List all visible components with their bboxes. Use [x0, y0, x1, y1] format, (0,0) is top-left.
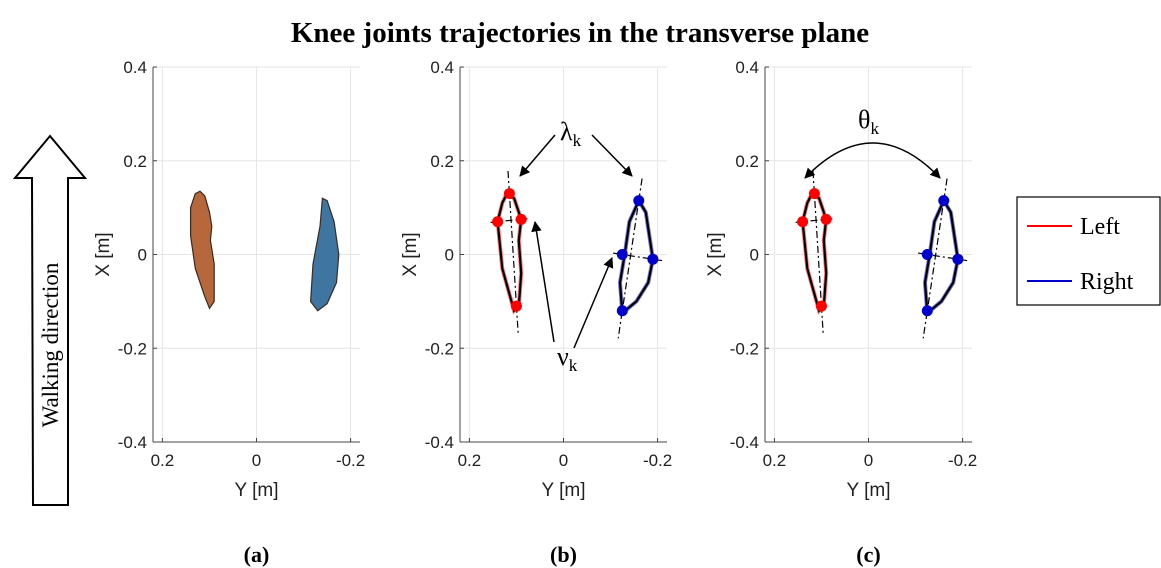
x-axis-label: Y [m]	[542, 480, 586, 501]
marker-left	[492, 216, 504, 228]
x-axis-label: Y [m]	[235, 480, 279, 501]
panel-2: 0.40.20-0.2-0.40.2 0 -0.2Y [m]X [m](b)	[400, 58, 672, 567]
y-tick-label: -0.2	[730, 339, 759, 358]
figure-title: Knee joints trajectories in the transver…	[291, 17, 869, 49]
marker-left	[797, 216, 809, 228]
y-tick-label: 0	[750, 246, 759, 265]
marker-right	[952, 253, 964, 265]
y-tick-label: 0.2	[430, 152, 454, 171]
panel-1: 0.40.20-0.2-0.40.2 0 -0.2Y [m]X [m](a)	[93, 58, 365, 567]
y-axis-label: X [m]	[705, 232, 726, 276]
marker-right	[616, 305, 628, 317]
legend-box	[1016, 196, 1161, 306]
y-tick-label: 0.4	[123, 58, 147, 77]
nu-arrow-right	[573, 257, 614, 349]
panel-label: (c)	[856, 542, 880, 567]
legend: Left Right	[1016, 196, 1161, 306]
trajectory-mean-right	[923, 198, 960, 316]
nu-label: νk	[557, 342, 578, 375]
y-tick-label: 0.4	[430, 58, 454, 77]
y-tick-label: -0.4	[730, 433, 759, 452]
x-tick-label: -0.2	[336, 451, 365, 470]
lambda-arrow-left	[519, 134, 556, 177]
x-axis-label: Y [m]	[847, 480, 891, 501]
panel-label: (a)	[244, 542, 270, 567]
panel-label: (b)	[550, 542, 577, 567]
y-tick-label: -0.4	[118, 433, 147, 452]
trajectory-right	[309, 197, 340, 312]
marker-left	[808, 188, 820, 200]
lambda-arrow-right	[591, 134, 633, 177]
y-tick-label: -0.2	[118, 339, 147, 358]
y-tick-label: 0.2	[735, 152, 759, 171]
legend-right-label: Right	[1080, 269, 1134, 295]
x-tick-label: 0	[252, 451, 261, 470]
legend-left-label: Left	[1080, 214, 1120, 240]
panel-3: 0.40.20-0.2-0.40.2 0 -0.2Y [m]X [m](c)	[705, 58, 977, 567]
y-tick-label: -0.4	[425, 433, 454, 452]
marker-right	[938, 195, 950, 207]
trajectory-mean-right	[618, 198, 655, 316]
marker-right	[921, 249, 933, 260]
panel-c-annotations: θk	[804, 105, 941, 179]
marker-right	[921, 305, 933, 317]
y-tick-label: 0.4	[735, 58, 759, 77]
x-tick-label: 0	[864, 451, 873, 470]
nu-arrow-left	[531, 220, 555, 343]
x-tick-label: 0.2	[458, 451, 482, 470]
trajectory-left	[190, 190, 215, 310]
walking-direction-label: Walking direction	[38, 262, 63, 427]
marker-left	[503, 188, 515, 200]
panel-b-annotations: λk νk	[519, 117, 633, 375]
marker-left	[510, 300, 522, 312]
marker-right	[616, 249, 628, 260]
theta-arc	[804, 142, 941, 179]
marker-right	[647, 253, 659, 265]
marker-right	[633, 195, 645, 207]
y-tick-label: -0.2	[425, 339, 454, 358]
x-tick-label: 0.2	[763, 451, 787, 470]
y-tick-label: 0	[138, 246, 147, 265]
x-tick-label: 0	[559, 451, 568, 470]
marker-left	[515, 213, 527, 225]
y-tick-label: 0.2	[123, 152, 147, 171]
y-axis-label: X [m]	[93, 232, 114, 276]
walking-direction-arrow: Walking direction	[12, 134, 88, 506]
theta-label: θk	[858, 105, 879, 138]
x-tick-label: -0.2	[948, 451, 977, 470]
marker-left	[820, 213, 832, 225]
x-tick-label: -0.2	[643, 451, 672, 470]
y-axis-label: X [m]	[400, 232, 421, 276]
marker-left	[815, 300, 827, 312]
x-tick-label: 0.2	[151, 451, 175, 470]
y-tick-label: 0	[445, 246, 454, 265]
lambda-label: λk	[560, 117, 582, 150]
